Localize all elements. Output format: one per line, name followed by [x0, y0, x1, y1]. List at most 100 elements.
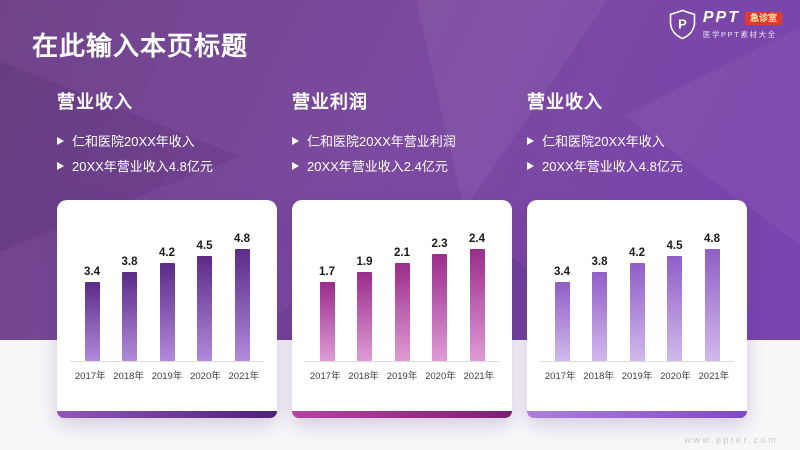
bar: 4.8	[234, 233, 250, 361]
section-heading: 营业利润	[292, 92, 368, 112]
column-revenue-1: 营业收入 仁和医院20XX年收入 20XX年营业收入4.8亿元 3.4 3.8 4.…	[57, 88, 277, 418]
bar: 2.4	[469, 233, 485, 361]
bar: 1.7	[319, 266, 335, 361]
brand-logo: P PPT 急诊室 医学PPT素材大全	[669, 9, 782, 40]
logo-brand-text: PPT	[702, 9, 740, 26]
bar: 4.5	[667, 240, 683, 361]
bar-value-label: 1.7	[319, 266, 335, 278]
arrow-bullet-icon	[292, 136, 299, 145]
bar-value-label: 4.8	[704, 233, 720, 245]
bullet-text: 20XX年营业收入4.8亿元	[542, 159, 683, 174]
bar-chart-profit: 1.7 1.9 2.1 2.3 2.4 2017年 2018年 2019年 2020年 2021…	[292, 200, 512, 382]
chart-card: 1.7 1.9 2.1 2.3 2.4 2017年 2018年 2019年 2020年 2021…	[292, 200, 512, 418]
card-accent-strip	[57, 411, 277, 418]
arrow-bullet-icon	[57, 136, 64, 145]
chart-card: 3.4 3.8 4.2 4.5 4.8 2017年 2018年 2019年 2020年 2021…	[527, 200, 747, 418]
bar-value-label: 4.2	[159, 247, 175, 259]
bar-value-label: 4.5	[666, 240, 683, 252]
arrow-bullet-icon	[527, 136, 534, 145]
x-axis-label: 2018年	[113, 371, 144, 382]
bar-value-label: 1.9	[356, 256, 373, 268]
section-heading: 营业收入	[57, 92, 133, 112]
logo-badge: 急诊室	[744, 11, 782, 25]
bullet-text: 仁和医院20XX年收入	[542, 134, 665, 149]
x-axis-label: 2019年	[151, 371, 183, 382]
bar-rect	[629, 263, 645, 361]
bar: 2.1	[394, 247, 410, 361]
arrow-bullet-icon	[527, 161, 534, 170]
bar-rect	[592, 272, 607, 361]
x-axis-labels: 2017年 2018年 2019年 2020年 2021年	[70, 368, 264, 382]
bar-rect	[357, 272, 372, 361]
x-axis-label: 2017年	[544, 371, 576, 382]
x-axis-label: 2020年	[660, 371, 691, 382]
bar-value-label: 3.8	[121, 256, 138, 268]
bar-rect	[122, 272, 137, 361]
bar-rect	[554, 282, 570, 361]
chart-card: 3.4 3.8 4.2 4.5 4.8 2017年 2018年 2019年 2020年 2021…	[57, 200, 277, 418]
bar-rect	[394, 263, 410, 361]
bar-rect	[432, 254, 447, 361]
x-axis-label: 2021年	[698, 371, 730, 382]
bullet-item: 20XX年营业收入4.8亿元	[527, 153, 747, 178]
arrow-bullet-icon	[292, 161, 299, 170]
bullet-text: 仁和医院20XX年收入	[72, 134, 195, 149]
bar: 2.3	[432, 238, 448, 361]
bar: 4.2	[629, 247, 645, 361]
bars-area: 3.4 3.8 4.2 4.5 4.8	[70, 233, 264, 362]
watermark: www.ppter.com	[684, 435, 778, 445]
bar-value-label: 4.2	[629, 247, 645, 259]
bars-area: 3.4 3.8 4.2 4.5 4.8	[540, 233, 734, 362]
arrow-bullet-icon	[57, 161, 64, 170]
bar: 1.9	[357, 256, 373, 361]
bar-chart-revenue-2: 3.4 3.8 4.2 4.5 4.8 2017年 2018年 2019年 2020年 2021…	[527, 200, 747, 382]
bullet-text: 20XX年营业收入4.8亿元	[72, 159, 213, 174]
bullet-item: 20XX年营业收入2.4亿元	[292, 153, 512, 178]
bar-rect	[319, 282, 335, 361]
shield-icon: P	[669, 9, 696, 40]
bullet-item: 仁和医院20XX年营业利润	[292, 128, 512, 153]
x-axis-label: 2021年	[463, 371, 495, 382]
bar-value-label: 4.8	[234, 233, 250, 245]
bar: 4.2	[159, 247, 175, 361]
svg-text:P: P	[678, 17, 687, 32]
x-axis-label: 2020年	[190, 371, 221, 382]
bar-rect	[469, 249, 485, 361]
bullet-item: 20XX年营业收入4.8亿元	[57, 153, 277, 178]
bar-value-label: 2.4	[469, 233, 485, 245]
card-accent-strip	[292, 411, 512, 418]
bar-value-label: 2.3	[431, 238, 448, 250]
bar-rect	[234, 249, 250, 361]
bar-rect	[667, 256, 682, 361]
content-columns: 营业收入 仁和医院20XX年收入 20XX年营业收入4.8亿元 3.4 3.8 4.…	[57, 88, 747, 418]
bar-value-label: 3.4	[554, 266, 570, 278]
x-axis-label: 2018年	[583, 371, 614, 382]
bar-rect	[704, 249, 720, 361]
bar: 3.8	[592, 256, 608, 361]
x-axis-label: 2017年	[309, 371, 341, 382]
x-axis-labels: 2017年 2018年 2019年 2020年 2021年	[305, 368, 499, 382]
section-heading: 营业收入	[527, 92, 603, 112]
bar-rect	[84, 282, 100, 361]
bar: 4.8	[704, 233, 720, 361]
bar-rect	[159, 263, 175, 361]
x-axis-label: 2021年	[228, 371, 260, 382]
logo-subtitle: 医学PPT素材大全	[702, 30, 777, 39]
x-axis-label: 2020年	[425, 371, 456, 382]
bar-rect	[197, 256, 212, 361]
bar: 3.4	[84, 266, 100, 361]
x-axis-labels: 2017年 2018年 2019年 2020年 2021年	[540, 368, 734, 382]
page-title: 在此输入本页标题	[32, 31, 249, 61]
x-axis-label: 2017年	[74, 371, 106, 382]
bar-chart-revenue-1: 3.4 3.8 4.2 4.5 4.8 2017年 2018年 2019年 2020年 2021…	[57, 200, 277, 382]
bars-area: 1.7 1.9 2.1 2.3 2.4	[305, 233, 499, 362]
x-axis-label: 2019年	[386, 371, 418, 382]
bullet-item: 仁和医院20XX年收入	[57, 128, 277, 153]
column-profit: 营业利润 仁和医院20XX年营业利润 20XX年营业收入2.4亿元 1.7 1.9…	[292, 88, 512, 418]
x-axis-label: 2018年	[348, 371, 379, 382]
card-accent-strip	[527, 411, 747, 418]
bullet-text: 仁和医院20XX年营业利润	[307, 134, 456, 149]
bar-value-label: 3.8	[591, 256, 608, 268]
column-revenue-2: 营业收入 仁和医院20XX年收入 20XX年营业收入4.8亿元 3.4 3.8 4.…	[527, 88, 747, 418]
